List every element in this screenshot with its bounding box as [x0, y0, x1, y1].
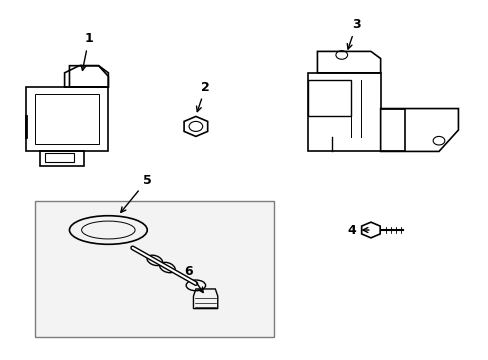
Text: 6: 6	[184, 265, 203, 293]
Text: 4: 4	[346, 224, 368, 237]
Text: 5: 5	[121, 174, 151, 212]
Text: 3: 3	[346, 18, 360, 49]
Text: 1: 1	[81, 32, 93, 70]
Bar	[35, 202, 273, 337]
Bar	[45, 153, 74, 162]
Text: 2: 2	[196, 81, 209, 112]
